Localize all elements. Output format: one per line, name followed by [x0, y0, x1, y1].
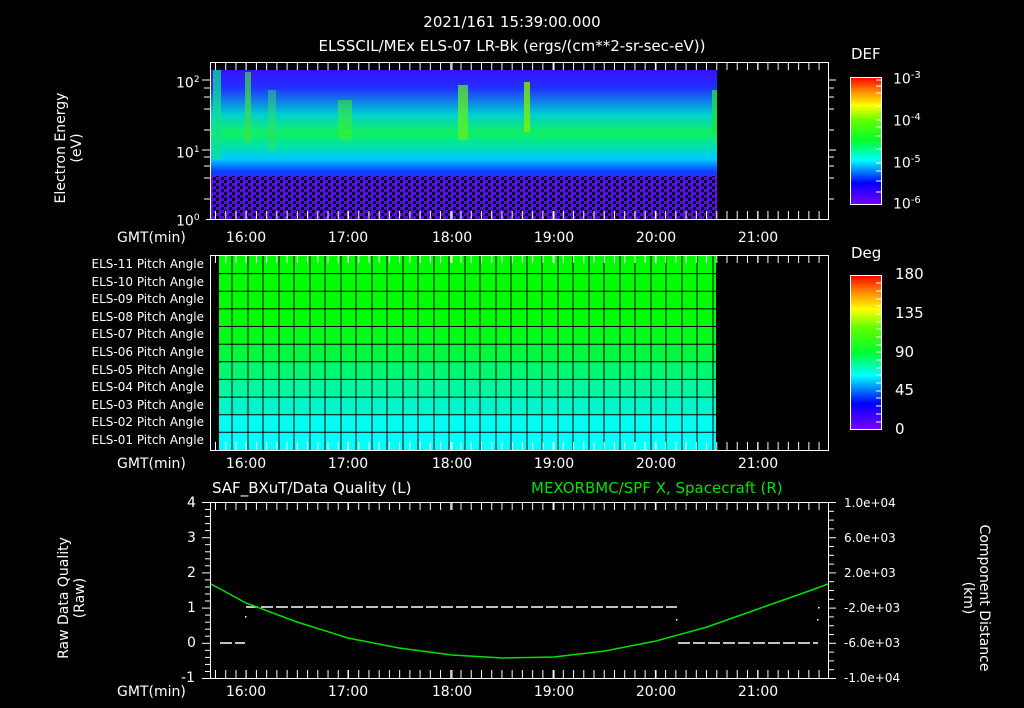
row-label-els-01: ELS-01 Pitch Angle [91, 433, 204, 447]
p2-xtick-2000: 20:00 [635, 456, 677, 472]
p3-xtick-1700: 17:00 [327, 684, 369, 700]
right-ytick-2e3: 2.0e+03 [844, 566, 896, 580]
panel3-right-title: MEXORBMC/SPF X, Spacecraft (R) [531, 479, 783, 497]
row-label-els-11: ELS-11 Pitch Angle [91, 257, 204, 271]
panel3-left-ylabel: Raw Data Quality (Raw) [56, 537, 88, 659]
spf-x-series [210, 583, 829, 659]
p1-xtick-1600: 16:00 [225, 230, 267, 246]
panel3-left-title: SAF_BXuT/Data Quality (L) [212, 479, 412, 497]
deg-tick-90: 90 [895, 343, 915, 361]
panel3-right-ylabel: Component Distance (km) [960, 524, 992, 672]
panel1-xaxis-label: GMT(min) [117, 230, 186, 246]
p1-xtick-1800: 18:00 [431, 230, 473, 246]
deg-colorbar-ticks [876, 282, 882, 423]
p3-xtick-2000: 20:00 [635, 684, 677, 700]
p2-xtick-1700: 17:00 [327, 456, 369, 472]
ytick-100: 102 [176, 75, 200, 92]
left-ytick-4: 4 [187, 495, 196, 511]
panel1-title: ELSSCIL/MEx ELS-07 LR-Bk (ergs/(cm**2-sr… [318, 37, 706, 55]
panel3-xaxis-label: GMT(min) [117, 684, 186, 700]
left-ytick-0: 0 [187, 635, 196, 651]
row-label-els-10: ELS-10 Pitch Angle [91, 275, 204, 289]
p1-xtick-2100: 21:00 [737, 230, 779, 246]
pitch-angle-panel [210, 255, 829, 451]
row-label-els-07: ELS-07 Pitch Angle [91, 327, 204, 341]
left-ytick-3: 3 [187, 530, 196, 546]
p3-xtick-1900: 19:00 [533, 684, 575, 700]
deg-colorbar-title: Deg [851, 244, 882, 262]
p1-xtick-1900: 19:00 [533, 230, 575, 246]
p1-xtick-2000: 20:00 [635, 230, 677, 246]
p3-xtick-2100: 21:00 [737, 684, 779, 700]
data-quality-series [220, 606, 818, 644]
def-colorbar-title: DEF [851, 45, 881, 63]
left-ytick-2: 2 [187, 565, 196, 581]
deg-tick-180: 180 [895, 265, 924, 283]
deg-tick-0: 0 [895, 420, 905, 438]
row-label-els-04: ELS-04 Pitch Angle [91, 380, 204, 394]
p3-xtick-1800: 18:00 [431, 684, 473, 700]
p2-xtick-1800: 18:00 [431, 456, 473, 472]
right-ytick-6e3: 6.0e+03 [844, 531, 896, 545]
deg-tick-135: 135 [895, 304, 924, 322]
spectrogram-panel [206, 62, 829, 220]
p2-xtick-1900: 19:00 [533, 456, 575, 472]
left-ytick-neg1: -1 [181, 670, 195, 686]
row-label-els-03: ELS-03 Pitch Angle [91, 398, 204, 412]
cb-tick-1e-3: 10-3 [893, 70, 921, 88]
p2-xtick-2100: 21:00 [737, 456, 779, 472]
panel2-xaxis-label: GMT(min) [117, 456, 186, 472]
cb-tick-1e-5: 10-5 [893, 154, 921, 172]
line-plot-panel [202, 502, 836, 679]
p3-xtick-1600: 16:00 [225, 684, 267, 700]
ytick-10: 101 [176, 145, 200, 162]
deg-tick-45: 45 [895, 381, 915, 399]
p1-xtick-1700: 17:00 [327, 230, 369, 246]
def-colorbar-ticks [876, 79, 882, 193]
row-label-els-05: ELS-05 Pitch Angle [91, 363, 204, 377]
right-ytick-neg2e3: -2.0e+03 [844, 601, 901, 615]
right-ytick-neg6e3: -6.0e+03 [844, 636, 901, 650]
def-colorbar [850, 77, 882, 205]
panel1-ylabel: Electron Energy (eV) [53, 92, 85, 204]
p2-xtick-1600: 16:00 [225, 456, 267, 472]
row-label-els-08: ELS-08 Pitch Angle [91, 310, 204, 324]
left-ytick-1: 1 [187, 600, 196, 616]
right-ytick-1e4: 1.0e+04 [844, 496, 896, 510]
right-ytick-neg1e4: -1.0e+04 [844, 671, 901, 685]
cb-tick-1e-6: 10-6 [893, 195, 921, 213]
timestamp-title: 2021/161 15:39:00.000 [423, 13, 601, 31]
panel1-yticks [202, 79, 836, 200]
row-label-els-09: ELS-09 Pitch Angle [91, 292, 204, 306]
ytick-1: 100 [176, 213, 200, 230]
row-label-els-02: ELS-02 Pitch Angle [91, 415, 204, 429]
cb-tick-1e-4: 10-4 [893, 112, 921, 130]
row-label-els-06: ELS-06 Pitch Angle [91, 345, 204, 359]
